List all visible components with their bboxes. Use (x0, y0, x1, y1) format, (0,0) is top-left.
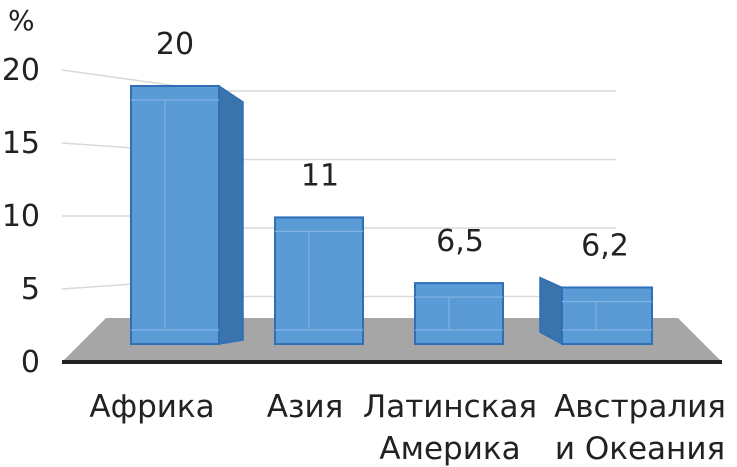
data-label: 6,2 (581, 228, 629, 263)
bar-side (539, 276, 563, 346)
y-axis-unit-label: % (8, 4, 35, 37)
y-tick-label: 20 (2, 53, 40, 88)
category-label: Африка (89, 389, 214, 425)
y-tick-label: 0 (21, 345, 40, 380)
bar-side (218, 84, 244, 345)
bar (414, 282, 504, 346)
category-label: и Океания (555, 431, 725, 467)
data-label: 20 (156, 27, 194, 62)
bar-front (274, 216, 364, 345)
bar-front (414, 282, 504, 346)
category-label: Азия (267, 389, 344, 425)
bars (130, 84, 653, 346)
data-label: 11 (301, 158, 339, 193)
category-label: Латинская (363, 389, 537, 425)
category-label: Америка (379, 431, 520, 467)
bar (539, 276, 653, 346)
y-tick-label: 10 (2, 199, 40, 234)
category-label: Австралия (554, 389, 726, 425)
bar (130, 84, 244, 345)
labels: 0 5 10 15 20 20 Африка 11 Азия 6,5 Латинская Америк… (2, 27, 726, 467)
y-tick-label: 5 (21, 272, 40, 307)
bar (274, 216, 364, 345)
bar-front (561, 286, 653, 346)
bar-front (130, 85, 220, 345)
y-tick-label: 15 (2, 126, 40, 161)
data-label: 6,5 (436, 224, 484, 259)
